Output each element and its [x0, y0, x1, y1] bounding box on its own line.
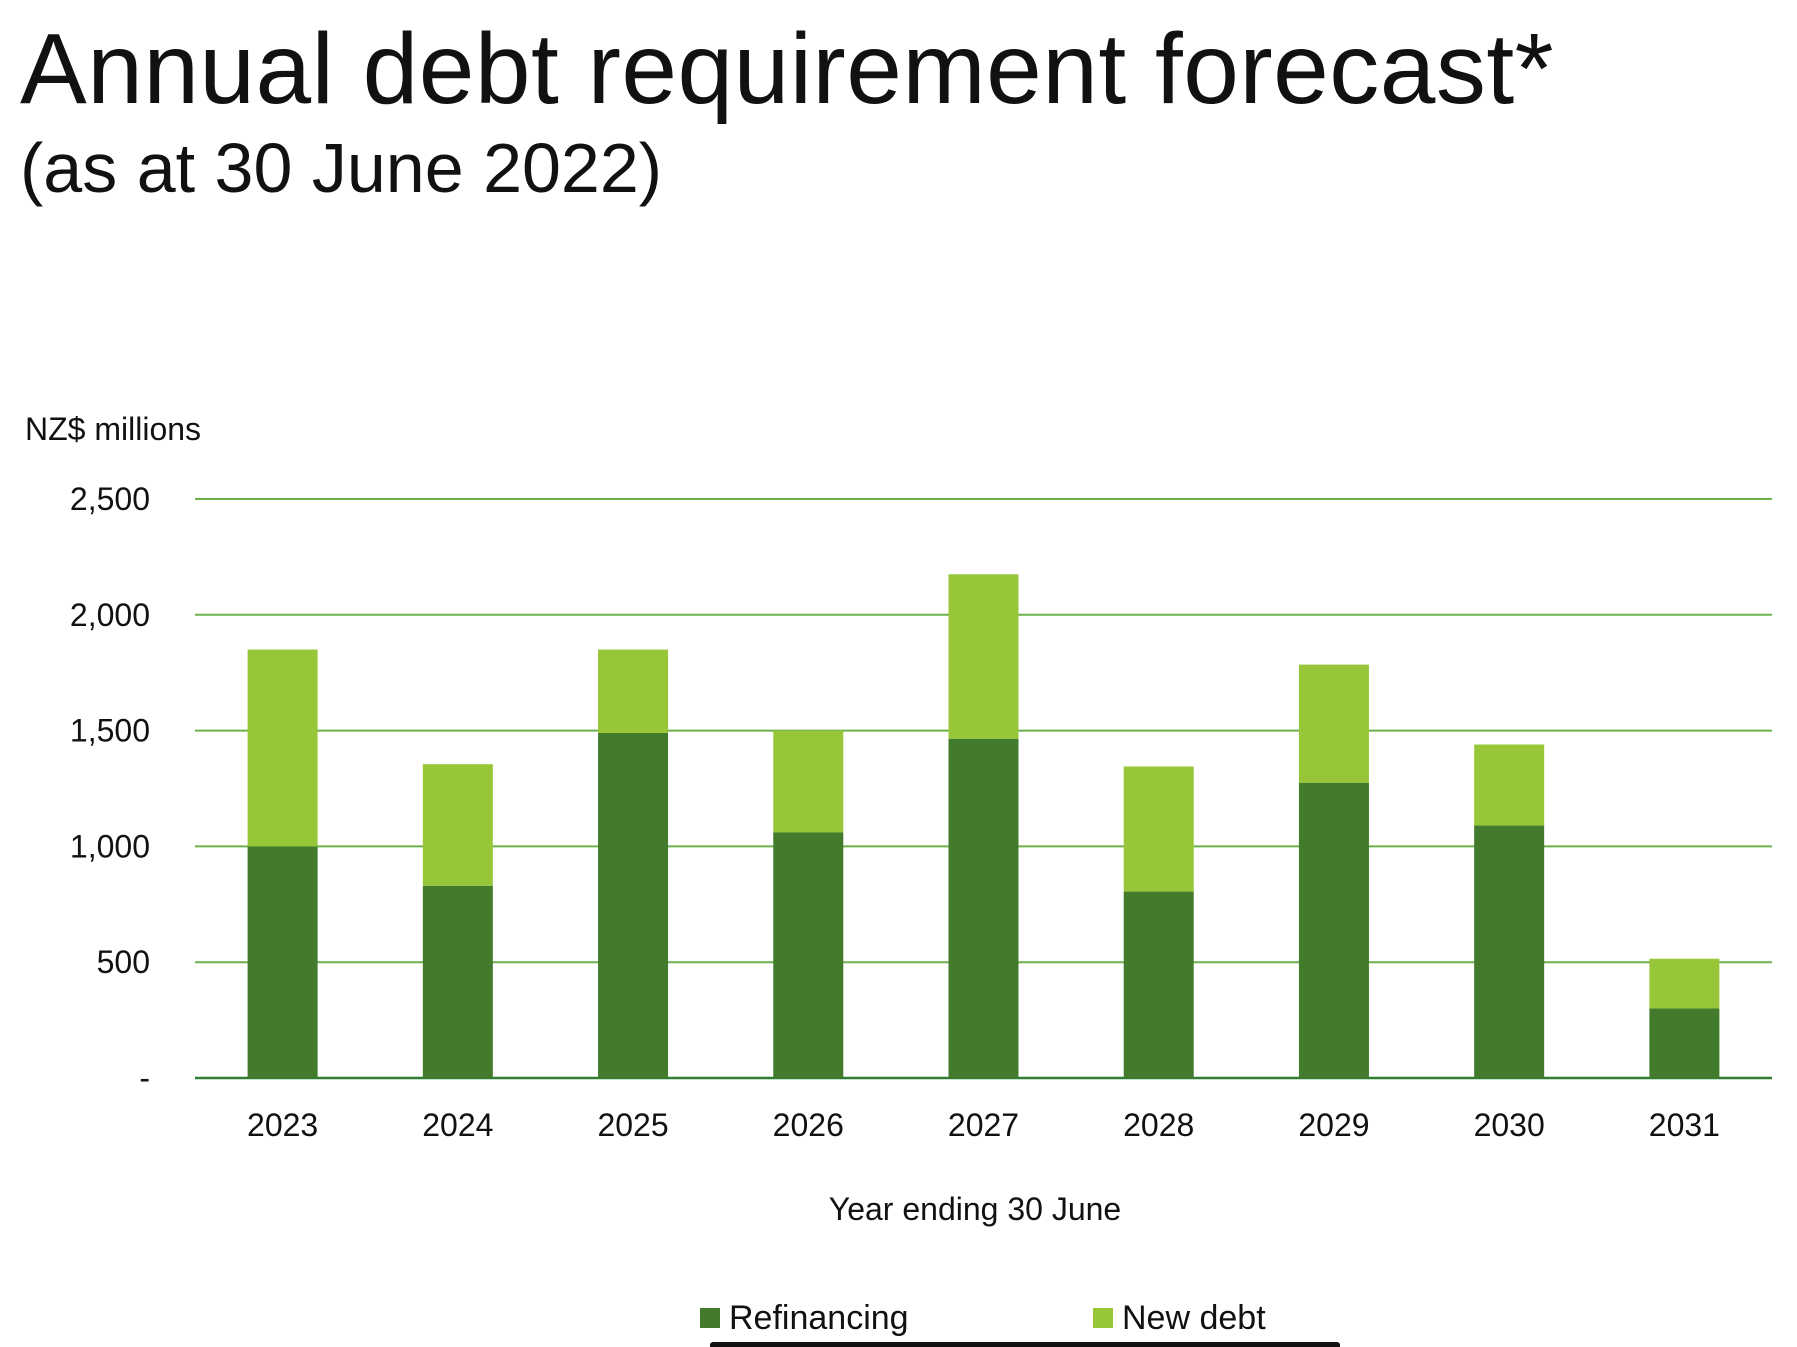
bar-new-debt-2024 — [422, 764, 493, 886]
x-tick-label-2027: 2027 — [948, 1107, 1019, 1143]
x-tick-label-2029: 2029 — [1298, 1107, 1369, 1143]
x-tick-label-2028: 2028 — [1123, 1107, 1194, 1143]
bar-new-debt-2023 — [247, 649, 318, 847]
bar-new-debt-2025 — [598, 649, 669, 733]
y-tick-label-5: 2,500 — [70, 481, 150, 517]
bottom-edge-bar — [710, 1342, 1340, 1347]
bar-refinancing-2025 — [598, 732, 669, 1078]
legend-swatch-refinancing — [700, 1308, 720, 1328]
x-tick-label-2031: 2031 — [1649, 1107, 1720, 1143]
x-tick-label-2024: 2024 — [422, 1107, 493, 1143]
bar-refinancing-2024 — [422, 885, 493, 1078]
chart-title: Annual debt requirement forecast* — [20, 13, 1555, 125]
bar-new-debt-2031 — [1649, 958, 1720, 1009]
y-axis-title: NZ$ millions — [25, 411, 201, 447]
legend-swatch-new-debt — [1093, 1308, 1113, 1328]
y-tick-label-1: 500 — [97, 944, 150, 980]
x-tick-label-2030: 2030 — [1474, 1107, 1545, 1143]
y-axis-ticks: - 500 1,000 1,500 2,000 2,500 — [70, 481, 150, 1096]
y-tick-label-3: 1,500 — [70, 713, 150, 749]
legend: Refinancing New debt — [700, 1299, 1266, 1337]
x-tick-label-2026: 2026 — [773, 1107, 844, 1143]
bars — [247, 574, 1720, 1078]
bar-new-debt-2026 — [773, 730, 844, 833]
bar-refinancing-2027 — [948, 738, 1019, 1078]
x-axis-title: Year ending 30 June — [829, 1191, 1121, 1227]
x-tick-label-2023: 2023 — [247, 1107, 318, 1143]
y-tick-label-0: - — [139, 1060, 150, 1096]
y-tick-label-4: 2,000 — [70, 597, 150, 633]
y-tick-label-2: 1,000 — [70, 828, 150, 864]
bar-new-debt-2029 — [1298, 664, 1369, 783]
legend-label-refinancing: Refinancing — [729, 1299, 909, 1337]
bar-refinancing-2030 — [1474, 825, 1545, 1078]
bar-refinancing-2029 — [1298, 782, 1369, 1078]
bar-new-debt-2030 — [1474, 744, 1545, 826]
x-tick-label-2025: 2025 — [597, 1107, 668, 1143]
bar-new-debt-2028 — [1123, 766, 1194, 892]
x-axis-ticks: 2023 2024 2025 2026 2027 2028 2029 2030 2031 — [247, 1107, 1720, 1143]
bar-refinancing-2028 — [1123, 891, 1194, 1078]
bar-refinancing-2031 — [1649, 1008, 1720, 1078]
bar-new-debt-2027 — [948, 574, 1019, 739]
bar-refinancing-2023 — [247, 846, 318, 1078]
legend-label-new-debt: New debt — [1122, 1299, 1266, 1337]
bar-refinancing-2026 — [773, 832, 844, 1078]
chart-subtitle: (as at 30 June 2022) — [20, 129, 663, 207]
